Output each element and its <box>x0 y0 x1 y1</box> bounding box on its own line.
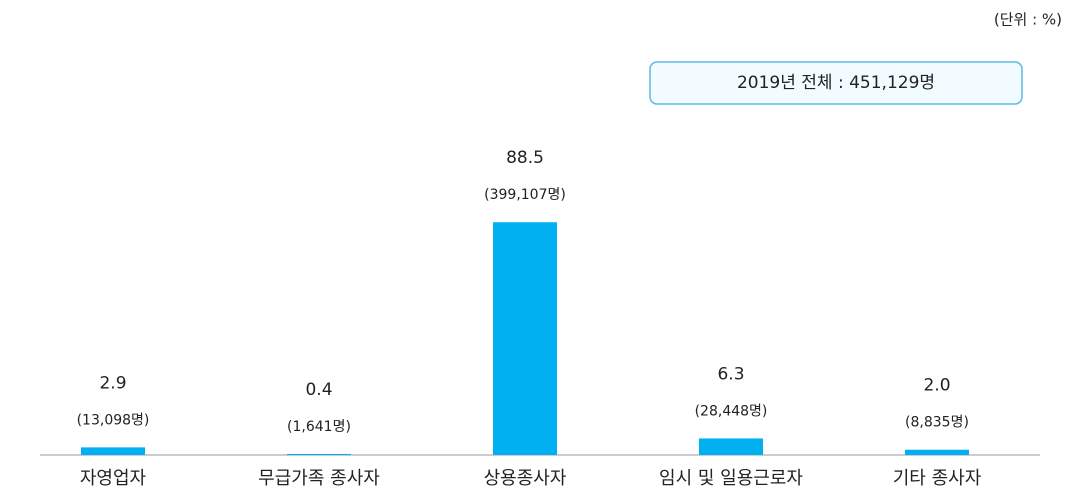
x-tick-label: 기타 종사자 <box>893 468 982 489</box>
value-label: 6.3 <box>717 364 744 384</box>
bar <box>905 449 969 455</box>
count-label: (13,098명) <box>77 412 150 428</box>
x-tick-label: 상용종사자 <box>484 468 567 489</box>
bar <box>81 447 145 455</box>
count-label: (28,448명) <box>695 403 768 419</box>
bar <box>699 438 763 455</box>
x-tick-label: 무급가족 종사자 <box>258 468 380 489</box>
annotation: 2019년 전체 : 451,129명 <box>737 73 935 93</box>
bar <box>493 222 557 455</box>
annotation-box <box>649 61 1023 105</box>
x-tick-label: 자영업자 <box>80 468 147 489</box>
bar <box>287 453 351 455</box>
count-label: (8,835명) <box>905 415 969 431</box>
value-label: 88.5 <box>506 148 544 168</box>
unit-label: (단위 : %) <box>994 11 1062 29</box>
value-label: 2.0 <box>923 376 950 396</box>
count-label: (1,641명) <box>287 419 351 435</box>
value-label: 0.4 <box>305 380 332 400</box>
value-label: 2.9 <box>99 373 126 393</box>
x-tick-label: 임시 및 일용근로자 <box>659 468 803 489</box>
count-label: (399,107명) <box>484 187 566 203</box>
